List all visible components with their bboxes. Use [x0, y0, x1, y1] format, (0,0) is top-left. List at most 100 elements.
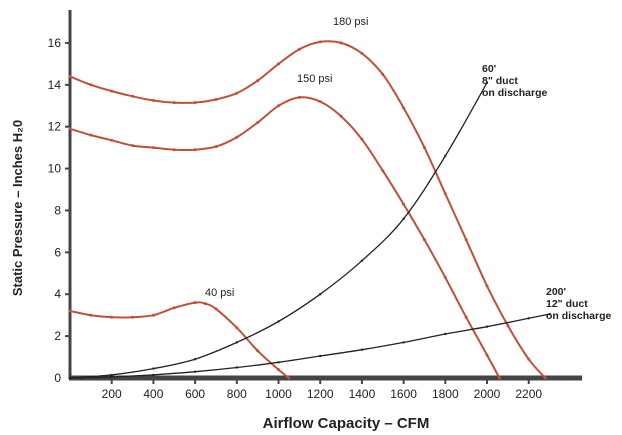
series-point-2: [172, 306, 176, 310]
series-point-4: [402, 341, 405, 344]
series-point-2: [89, 313, 93, 317]
series-point-0: [402, 106, 406, 110]
series-point-0: [485, 284, 489, 288]
series-point-0: [89, 83, 93, 87]
series-point-2: [256, 349, 260, 353]
series-point-0: [318, 40, 322, 44]
series-point-1: [214, 145, 218, 149]
x-tick-label: 2200: [515, 387, 542, 401]
series-point-0: [297, 47, 301, 51]
x-tick-label: 1200: [307, 387, 334, 401]
label-8in-duct-line3: on discharge: [482, 87, 548, 99]
label-12in-duct-line1: 200': [546, 286, 566, 298]
x-tick-label: 1400: [349, 387, 376, 401]
y-tick-label: 12: [48, 120, 62, 134]
series-point-3: [193, 358, 197, 361]
series-point-0: [110, 89, 114, 93]
series-point-1: [402, 202, 406, 206]
label-40-psi: 40 psi: [205, 287, 234, 299]
series-point-1: [277, 104, 280, 108]
x-tick-label: 1600: [390, 387, 417, 401]
series-point-3: [402, 217, 405, 220]
series-point-1: [318, 100, 322, 104]
series-point-4: [444, 332, 447, 336]
series-point-4: [319, 354, 322, 358]
x-tick-label: 1000: [265, 387, 292, 401]
y-tick-label: 2: [54, 329, 61, 343]
series-point-2: [193, 301, 197, 305]
series-point-0: [256, 79, 260, 83]
series-point-0: [193, 101, 197, 105]
series-point-3: [235, 341, 238, 344]
series-point-2: [131, 315, 135, 319]
series-point-0: [360, 51, 364, 55]
series-point-0: [506, 324, 510, 328]
series-point-2: [68, 309, 72, 313]
y-tick-label: 0: [54, 371, 61, 385]
label-12in-duct-line3: on discharge: [546, 310, 612, 322]
label-180-psi: 180 psi: [333, 16, 368, 28]
label-12in-duct-line2: 12" duct: [546, 298, 588, 310]
series-point-3: [277, 320, 280, 323]
series-point-3: [152, 367, 155, 370]
series-point-2: [151, 313, 155, 317]
x-axis-title: Airflow Capacity – CFM: [263, 415, 430, 432]
x-tick-label: 200: [102, 387, 122, 401]
label-150-psi: 150 psi: [297, 73, 332, 85]
series-point-0: [543, 376, 547, 380]
series-point-4: [152, 373, 155, 377]
series-point-1: [443, 276, 447, 279]
series-point-0: [527, 357, 531, 361]
series-line-1: [69, 96, 501, 379]
series-point-0: [151, 99, 155, 102]
series-point-0: [131, 94, 135, 98]
series-point-1: [360, 137, 364, 141]
series-point-1: [339, 114, 343, 118]
series-point-0: [214, 98, 218, 101]
series-point-0: [172, 101, 176, 105]
series-point-3: [319, 293, 322, 296]
series-point-4: [527, 317, 530, 320]
series-point-4: [193, 370, 197, 373]
series-point-0: [443, 192, 447, 196]
series-point-2: [287, 376, 291, 380]
series-line-4: [69, 313, 551, 379]
series-point-1: [256, 121, 260, 124]
series-point-1: [464, 315, 468, 319]
y-tick-label: 16: [48, 36, 62, 50]
series-point-1: [498, 376, 501, 380]
series-point-2: [110, 315, 114, 319]
y-tick-label: 8: [54, 203, 61, 217]
series-line-3: [69, 82, 488, 379]
series-point-1: [235, 135, 239, 139]
series-point-4: [110, 375, 113, 379]
series-point-1: [172, 148, 176, 152]
series-point-1: [485, 353, 489, 357]
series-point-4: [548, 312, 551, 316]
series-point-1: [110, 138, 114, 142]
series-point-0: [68, 74, 72, 78]
series-point-1: [131, 144, 135, 148]
x-tick-label: 2000: [474, 387, 501, 401]
series-point-0: [339, 41, 343, 45]
series-point-1: [381, 169, 385, 173]
series-point-4: [235, 366, 238, 369]
series-point-0: [235, 91, 239, 95]
series-point-1: [297, 95, 301, 99]
series-point-2: [214, 307, 218, 311]
series-point-1: [68, 127, 72, 131]
x-tick-label: 600: [185, 387, 205, 401]
series-line-2: [69, 301, 290, 379]
label-8in-duct-line1: 60': [482, 63, 496, 75]
series-point-0: [464, 238, 468, 242]
series-point-1: [151, 146, 155, 150]
series-point-0: [277, 62, 280, 66]
series-point-1: [89, 133, 93, 137]
series-point-1: [423, 238, 426, 242]
series-point-4: [277, 361, 280, 364]
series-point-2: [277, 368, 280, 372]
y-tick-label: 4: [54, 287, 61, 301]
series-point-0: [423, 146, 426, 150]
y-tick-label: 10: [48, 162, 62, 176]
